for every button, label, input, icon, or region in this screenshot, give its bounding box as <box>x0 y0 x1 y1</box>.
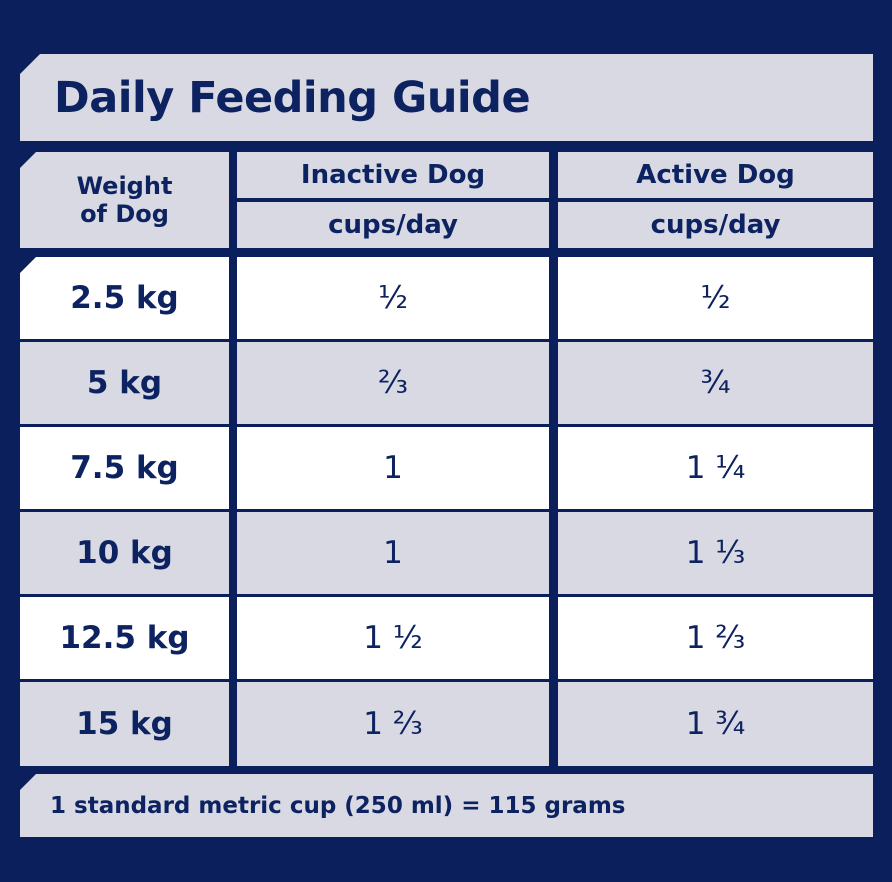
active-cell: ½ <box>558 257 873 339</box>
active-value: 1 ¼ <box>685 450 746 486</box>
inactive-cell: ½ <box>237 257 549 339</box>
active-cell: 1 ⅔ <box>558 597 873 679</box>
inactive-value: 1 ½ <box>363 620 423 656</box>
page-title: Daily Feeding Guide <box>54 72 531 123</box>
active-value: 1 ¾ <box>685 706 746 742</box>
header-inactive-unit-label: cups/day <box>328 210 458 240</box>
table-row-weight: 12.5 kg <box>20 597 229 679</box>
active-value: ½ <box>700 280 731 316</box>
inactive-value: 1 <box>383 450 403 486</box>
inactive-value: ⅔ <box>377 365 409 401</box>
header-active-unit: cups/day <box>558 202 873 248</box>
header-active: Active Dog <box>558 152 873 198</box>
active-value: ¾ <box>700 365 731 401</box>
active-value: 1 ⅔ <box>685 620 746 656</box>
header-inactive-unit: cups/day <box>237 202 549 248</box>
weight-cell: 15 kg <box>76 706 173 742</box>
header-weight: Weight of Dog <box>20 152 229 248</box>
table-row-weight: 7.5 kg <box>20 427 229 509</box>
header-inactive: Inactive Dog <box>237 152 549 198</box>
weight-cell: 5 kg <box>86 365 163 401</box>
inactive-cell: ⅔ <box>237 342 549 424</box>
inactive-value: 1 ⅔ <box>363 706 423 742</box>
footer-note: 1 standard metric cup (250 ml) = 115 gra… <box>20 774 873 837</box>
inactive-cell: 1 ⅔ <box>237 682 549 766</box>
inactive-value: ½ <box>377 280 409 316</box>
active-cell: 1 ¼ <box>558 427 873 509</box>
active-cell: 1 ¾ <box>558 682 873 766</box>
active-value: 1 ⅓ <box>685 535 746 571</box>
table-row-weight: 5 kg <box>20 342 229 424</box>
weight-cell: 2.5 kg <box>70 280 179 316</box>
guide-title-banner: Daily Feeding Guide <box>20 54 873 141</box>
inactive-cell: 1 <box>237 512 549 594</box>
active-cell: ¾ <box>558 342 873 424</box>
active-cell: 1 ⅓ <box>558 512 873 594</box>
table-row-weight: 15 kg <box>20 682 229 766</box>
weight-cell: 7.5 kg <box>70 450 179 486</box>
header-inactive-label: Inactive Dog <box>300 160 486 190</box>
header-active-unit-label: cups/day <box>650 210 781 240</box>
weight-cell: 10 kg <box>76 535 173 571</box>
inactive-value: 1 <box>383 535 403 571</box>
inactive-cell: 1 <box>237 427 549 509</box>
footer-text: 1 standard metric cup (250 ml) = 115 gra… <box>50 792 626 819</box>
table-row-weight: 2.5 kg <box>20 257 229 339</box>
header-active-label: Active Dog <box>636 160 795 190</box>
header-weight-line1: Weight <box>76 172 173 200</box>
inactive-cell: 1 ½ <box>237 597 549 679</box>
table-row-weight: 10 kg <box>20 512 229 594</box>
header-weight-line2: of Dog <box>80 200 169 228</box>
weight-cell: 12.5 kg <box>59 620 190 656</box>
